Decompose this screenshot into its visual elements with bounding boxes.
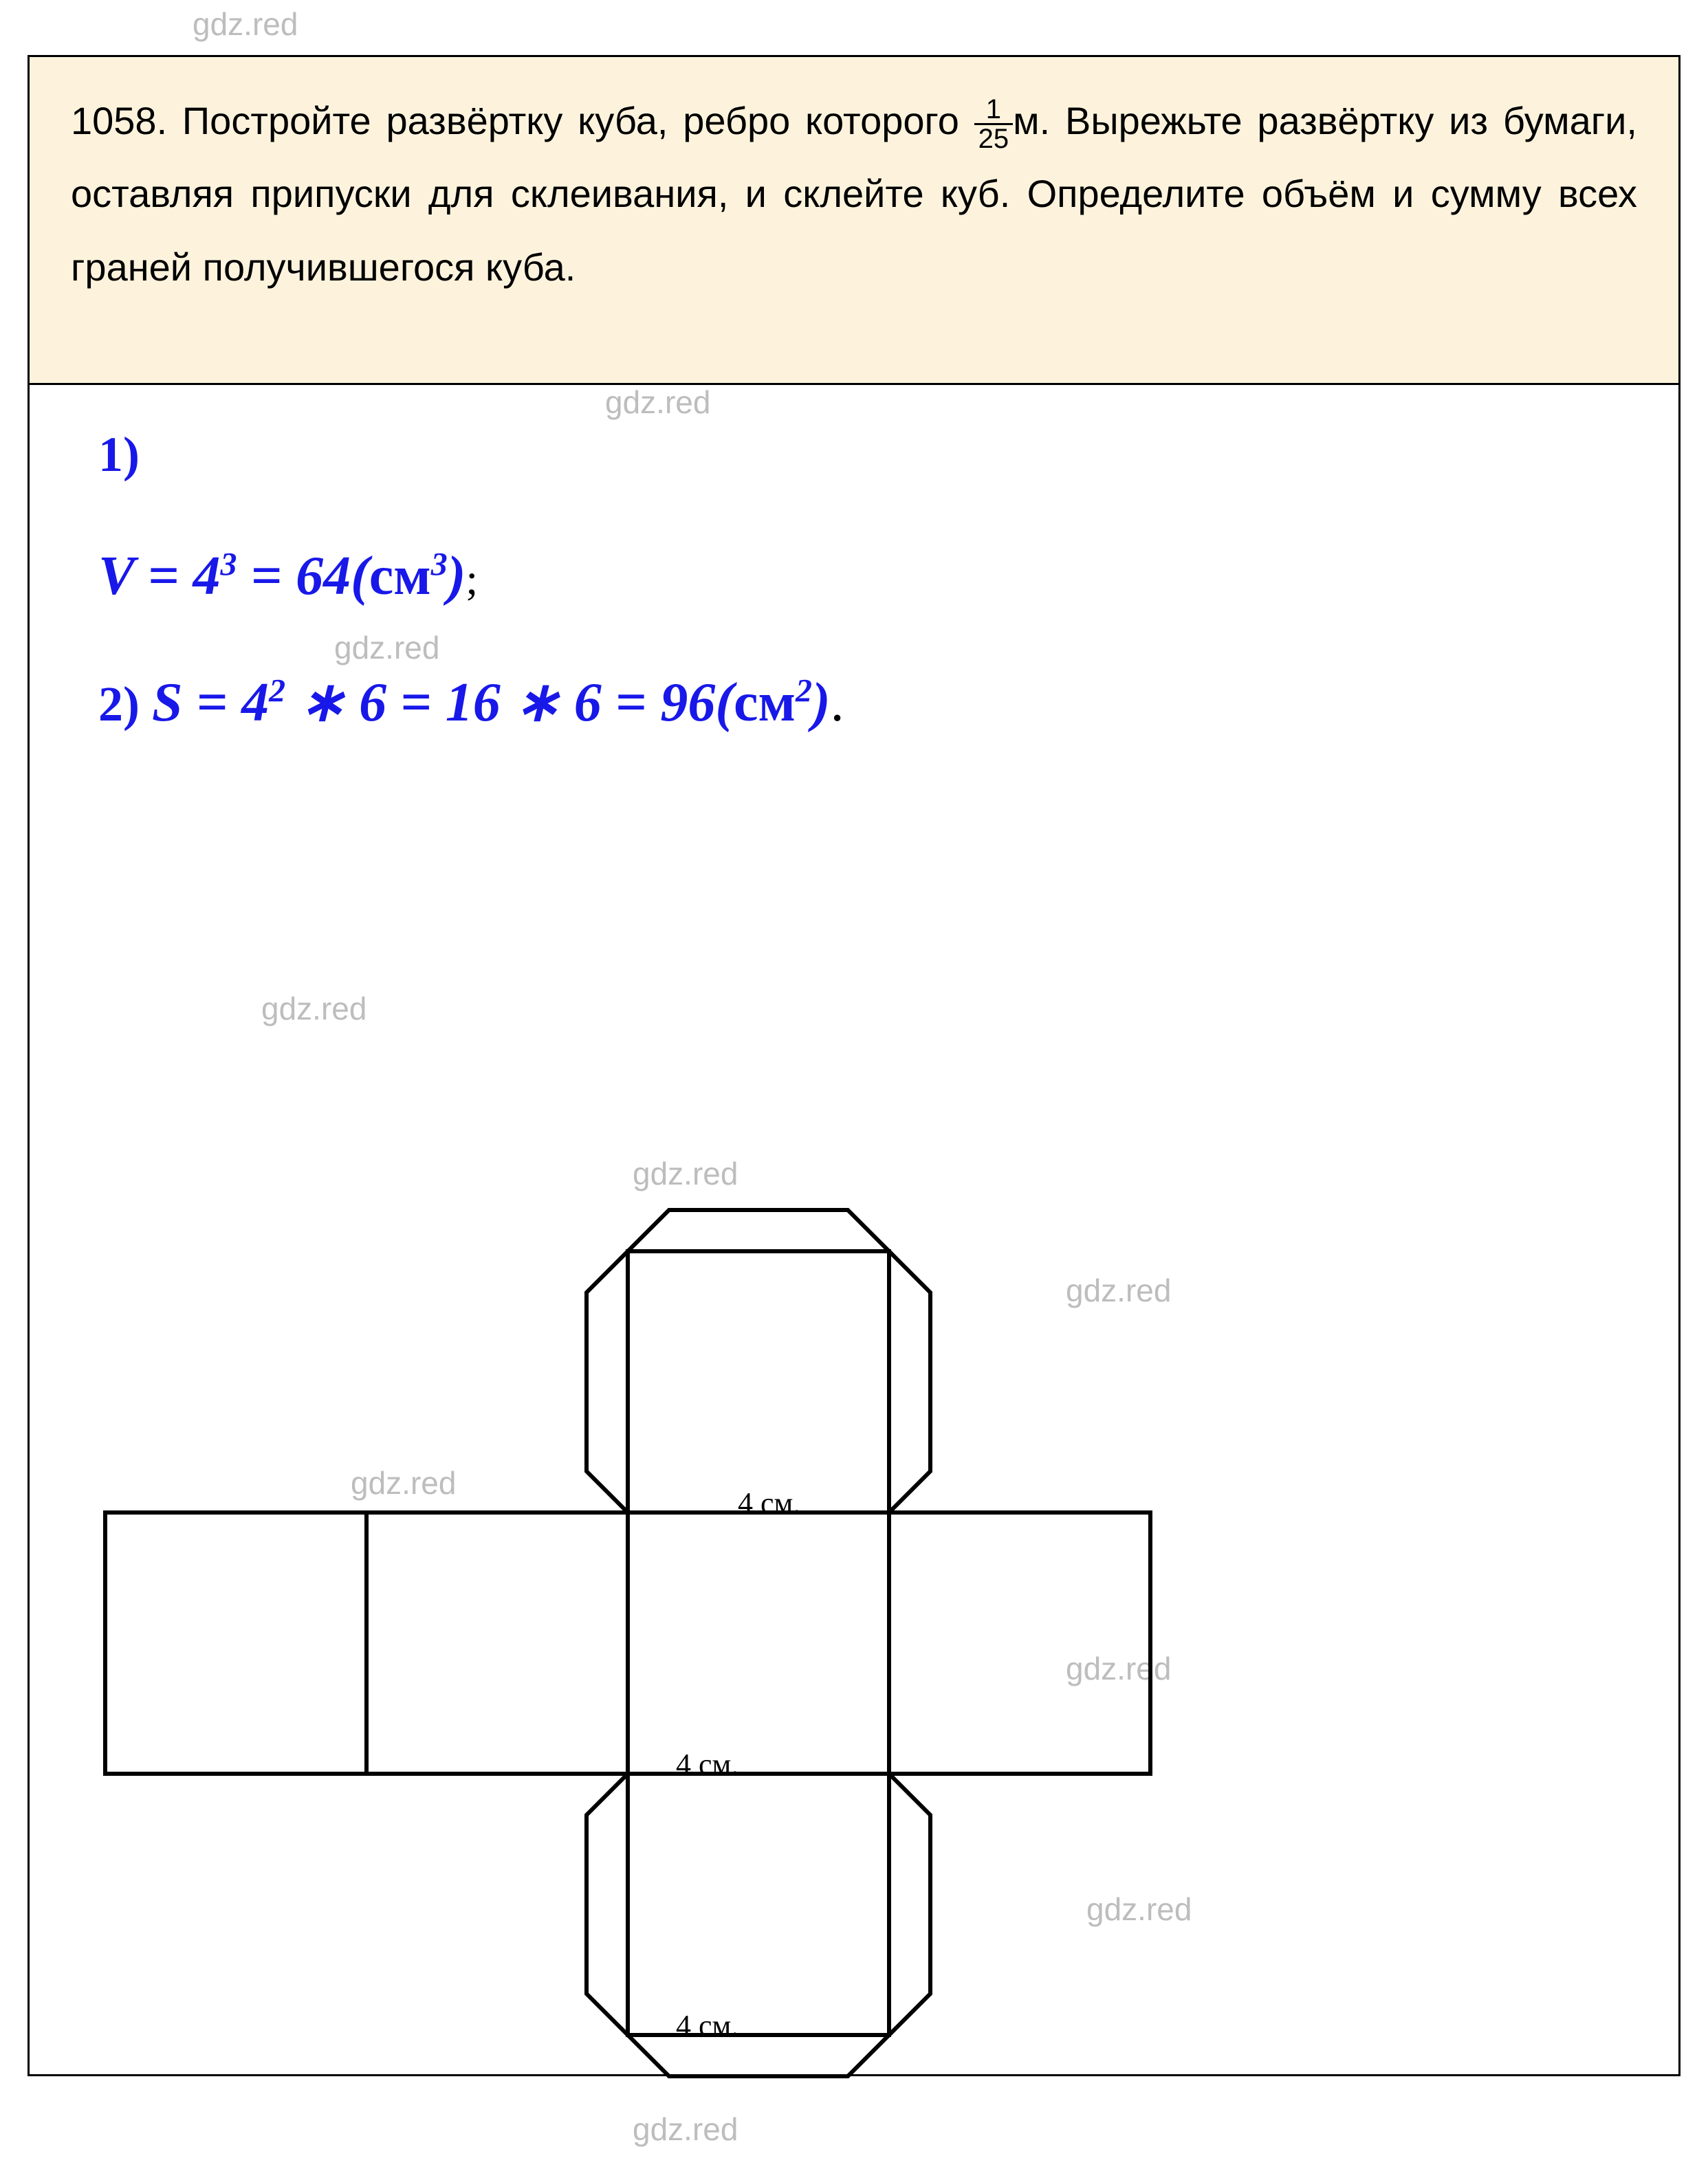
problem-text-1: Постройте развёртку куба, ребро которого <box>182 99 974 142</box>
dimension-label: 4 см. <box>738 1486 800 1521</box>
formula1-semicolon: ; <box>466 555 478 604</box>
formula1-exponent2: 3 <box>431 546 448 582</box>
formula2-variable: S <box>152 672 183 733</box>
formula1-close: ) <box>448 546 466 606</box>
formula1-unit: см <box>369 546 431 606</box>
formula1-variable: V <box>98 546 134 606</box>
dimension-label: 4 см. <box>676 2008 738 2043</box>
formula2-exponent1: 2 <box>269 672 285 709</box>
formula1-eq: = 4 <box>134 546 221 606</box>
formula1-exponent1: 3 <box>221 546 237 582</box>
formula2-unit: см <box>734 672 796 733</box>
fraction: 125 <box>974 96 1014 153</box>
formula2-eq: = 4 <box>182 672 269 733</box>
formula1-mid: = 64( <box>237 546 369 606</box>
formula2-close: ) <box>812 672 831 733</box>
surface-formula: 2) S = 42 ∗ 6 = 16 ∗ 6 = 96(см2). <box>98 670 1610 734</box>
dimension-label: 4 см. <box>676 1747 738 1782</box>
problem-number: 1058. <box>71 99 167 142</box>
watermark-text: gdz.red <box>193 6 298 43</box>
formula2-period: . <box>831 672 844 733</box>
step-1-number: 1) <box>98 426 1610 483</box>
formula2-mid: ∗ 6 = 16 ∗ 6 = 96( <box>285 672 734 733</box>
fraction-numerator: 1 <box>974 96 1014 125</box>
formula2-exponent2: 2 <box>796 672 812 709</box>
step-2-number: 2) <box>98 676 152 732</box>
watermark-text: gdz.red <box>633 2111 738 2148</box>
volume-formula: V = 43 = 64(см3); <box>98 545 1610 608</box>
cube-net-diagram <box>78 1100 1645 2097</box>
solution-area: 1) V = 43 = 64(см3); 2) S = 42 ∗ 6 = 16 … <box>28 385 1680 2076</box>
fraction-denominator: 25 <box>974 125 1014 153</box>
problem-statement: 1058. Постройте развёртку куба, ребро ко… <box>28 55 1680 385</box>
